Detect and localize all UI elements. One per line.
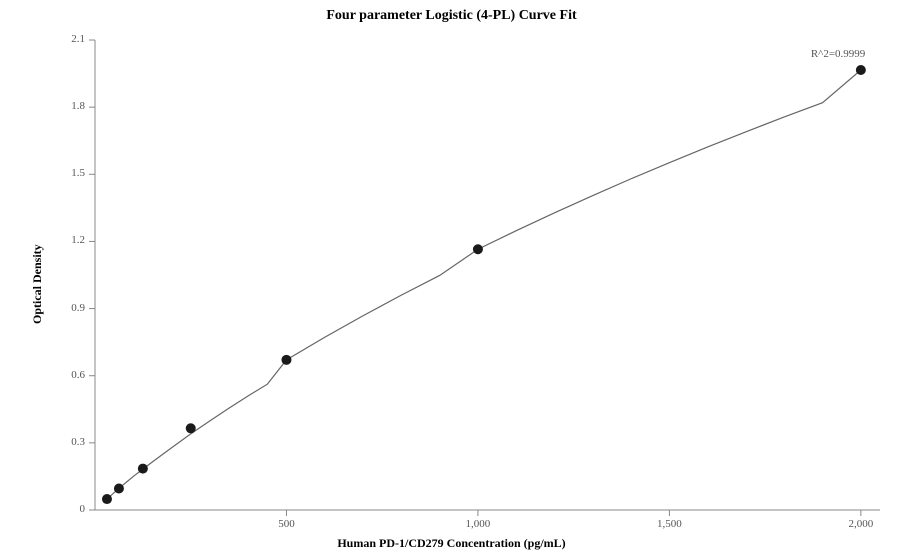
y-tick-label: 0 — [80, 503, 86, 515]
x-tick-label: 2,000 — [841, 518, 881, 530]
r-squared-annotation: R^2=0.9999 — [811, 48, 865, 60]
y-tick-label: 0.3 — [71, 436, 85, 448]
x-tick-label: 1,000 — [458, 518, 498, 530]
chart-container: Four parameter Logistic (4-PL) Curve Fit… — [0, 0, 903, 560]
y-tick-label: 0.6 — [71, 369, 85, 381]
y-tick-label: 1.2 — [71, 234, 85, 246]
x-tick-label: 500 — [266, 518, 306, 530]
chart-svg — [0, 0, 903, 560]
y-tick-label: 1.5 — [71, 167, 85, 179]
y-tick-label: 0.9 — [71, 302, 85, 314]
y-tick-label: 1.8 — [71, 100, 85, 112]
y-tick-label: 2.1 — [71, 33, 85, 45]
x-tick-label: 1,500 — [649, 518, 689, 530]
